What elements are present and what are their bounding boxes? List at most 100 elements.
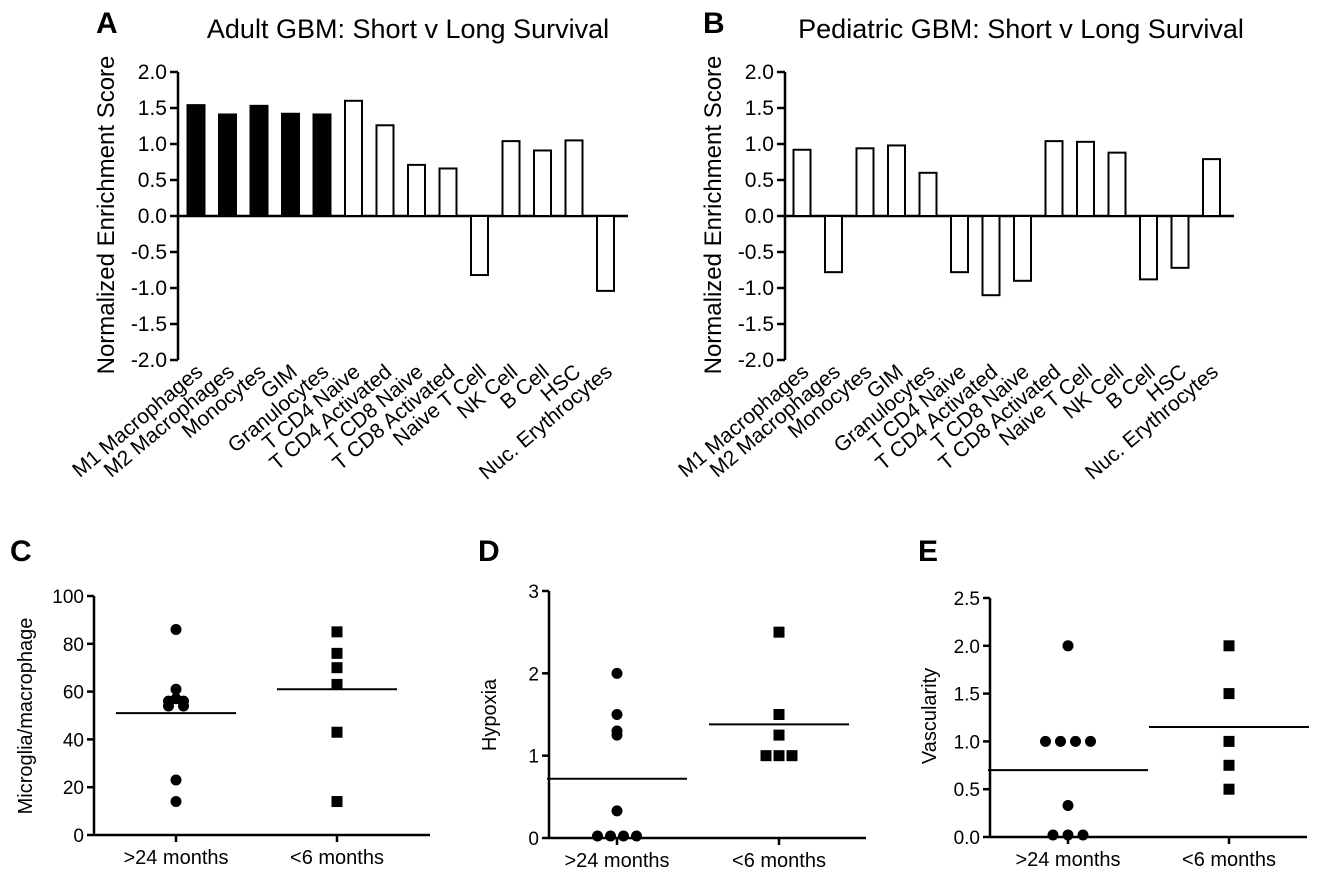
panel-b-bar — [887, 144, 906, 217]
panel-d-y-axis-label: Hypoxia — [479, 678, 501, 751]
panel-d-point — [786, 750, 798, 762]
panel-a-bar — [470, 215, 489, 277]
panel-c-point — [170, 623, 182, 635]
panel-c-point — [170, 774, 182, 786]
panel-e-point — [1047, 829, 1059, 841]
panel-a-bar — [344, 99, 363, 217]
panel-c-y-tick-label: 60 — [63, 683, 84, 704]
panel-d-y-tick-label: 3 — [528, 582, 539, 603]
panel-b-y-tick-label: -1.5 — [738, 313, 774, 336]
panel-b-bar — [950, 215, 969, 274]
panel-a-bar — [186, 104, 206, 217]
panel-b-y-tick-label: -1.0 — [738, 277, 774, 300]
panel-e-x-tick-label: >24 months — [1015, 849, 1120, 870]
panel-c-point — [331, 726, 343, 738]
panel-c-y-tick-label: 100 — [52, 587, 84, 608]
panel-a-bar — [407, 163, 426, 218]
panel-a-y-tick-label: -1.5 — [131, 313, 167, 336]
panel-d-point — [773, 729, 785, 741]
panel-b-bar — [824, 215, 843, 274]
panel-a-bar — [438, 167, 458, 217]
panel-b: B Pediatric GBM: Short v Long Survival N… — [674, 7, 1244, 484]
panel-d-point — [611, 709, 623, 720]
panel-e-point — [1062, 640, 1074, 652]
panel-e-point — [1055, 735, 1066, 747]
panel-letter-d: D — [478, 535, 500, 568]
panel-c-point — [178, 700, 189, 712]
panel-a: A Adult GBM: Short v Long Survival Norma… — [68, 7, 628, 484]
panel-b-bar — [1202, 158, 1221, 217]
panel-b-marks: 2.01.51.00.50.0-0.5-1.0-1.5-2.0M1 Macrop… — [674, 61, 1234, 484]
panel-b-bar — [1013, 215, 1032, 282]
panel-e-y-tick-label: 1.5 — [954, 685, 980, 706]
panel-c-point — [163, 700, 174, 712]
panel-b-bar — [1107, 151, 1127, 217]
panel-c-point — [331, 796, 343, 808]
panel-a-bar — [375, 124, 395, 217]
panel-a-y-tick-label: 0.0 — [138, 205, 167, 228]
panel-d-point — [631, 830, 642, 842]
panel-d-y-tick-label: 2 — [528, 664, 539, 685]
panel-c-y-tick-label: 40 — [63, 730, 84, 751]
panel-e-point — [1085, 735, 1096, 747]
panel-a-marks: 2.01.51.00.50.0-0.5-1.0-1.5-2.0M1 Macrop… — [68, 61, 628, 484]
panel-b-bar — [1139, 215, 1158, 281]
panel-b-bar — [855, 147, 875, 218]
panel-d-point — [605, 830, 616, 842]
panel-d-point — [773, 709, 785, 720]
panel-e-point — [1223, 783, 1235, 795]
panel-c-point — [331, 678, 343, 690]
panel-e-y-tick-label: 2.0 — [954, 637, 980, 658]
panel-b-y-tick-label: 0.5 — [745, 169, 774, 192]
panel-a-y-tick-label: 1.0 — [138, 133, 167, 156]
panel-c-point — [331, 662, 343, 674]
panel-b-y-tick-label: 0.0 — [745, 205, 774, 228]
panel-e-marks: 2.5 2.0 1.5 1.0 0.5 0.0 >24 months <6 months — [954, 589, 1309, 870]
panel-letter-b: B — [703, 7, 725, 40]
panel-a-bar — [501, 140, 521, 217]
panel-letter-e: E — [918, 535, 938, 568]
panel-d-point — [592, 830, 603, 842]
panel-d-y-tick-label: 1 — [528, 747, 539, 768]
panel-b-bar — [918, 171, 938, 218]
panel-e-y-tick-label: 0.0 — [954, 828, 980, 849]
panel-b-bar — [792, 148, 812, 217]
panel-d-marks: 3 2 1 0 >24 months <6 months — [528, 582, 866, 870]
panel-d-point — [760, 750, 772, 762]
panel-e-point — [1077, 829, 1089, 841]
panel-b-y-tick-label: -2.0 — [738, 349, 774, 372]
panel-e-y-tick-label: 1.0 — [954, 732, 980, 753]
panel-b-y-tick-label: 1.0 — [745, 133, 774, 156]
panel-a-y-tick-label: 0.5 — [138, 169, 167, 192]
panel-b-bar — [1044, 140, 1064, 217]
panel-a-y-tick-label: 1.5 — [138, 97, 167, 120]
panel-c-point — [170, 683, 182, 695]
panel-e-point — [1223, 735, 1235, 747]
panel-b-bar — [1170, 215, 1190, 269]
panel-c-y-tick-label: 80 — [63, 635, 84, 656]
panel-d-point — [611, 667, 623, 679]
panel-c: C Microglia/macrophage 100 80 60 40 20 0 >24 m… — [10, 535, 430, 869]
panel-a-y-tick-label: -1.0 — [131, 277, 167, 300]
panel-a-bar — [249, 104, 269, 217]
panel-d-x-tick-label: >24 months — [564, 850, 669, 870]
panel-b-y-tick-label: -0.5 — [738, 241, 774, 264]
panel-c-x-tick-label: <6 months — [290, 847, 384, 869]
panel-a-bar — [281, 112, 300, 217]
panel-b-y-tick-label: 1.5 — [745, 97, 774, 120]
panel-a-title: Adult GBM: Short v Long Survival — [207, 14, 609, 44]
panel-b-y-tick-label: 2.0 — [745, 61, 774, 84]
panel-d-point — [618, 830, 629, 842]
panel-a-bar — [533, 149, 552, 217]
panel-e: E Vascularity 2.5 2.0 1.5 1.0 0.5 0.0 >24 mont… — [918, 535, 1309, 870]
panel-e-point — [1223, 759, 1235, 771]
panel-letter-a: A — [96, 7, 118, 40]
panel-d-x-tick-label: <6 months — [732, 850, 826, 870]
panel-d-point — [773, 750, 785, 762]
panel-a-y-tick-label: -2.0 — [131, 349, 167, 372]
panel-d-y-tick-label: 0 — [528, 829, 539, 850]
panel-d-point — [773, 626, 785, 638]
panel-a-y-tick-label: -0.5 — [131, 241, 167, 264]
panel-e-y-tick-label: 2.5 — [954, 589, 980, 610]
